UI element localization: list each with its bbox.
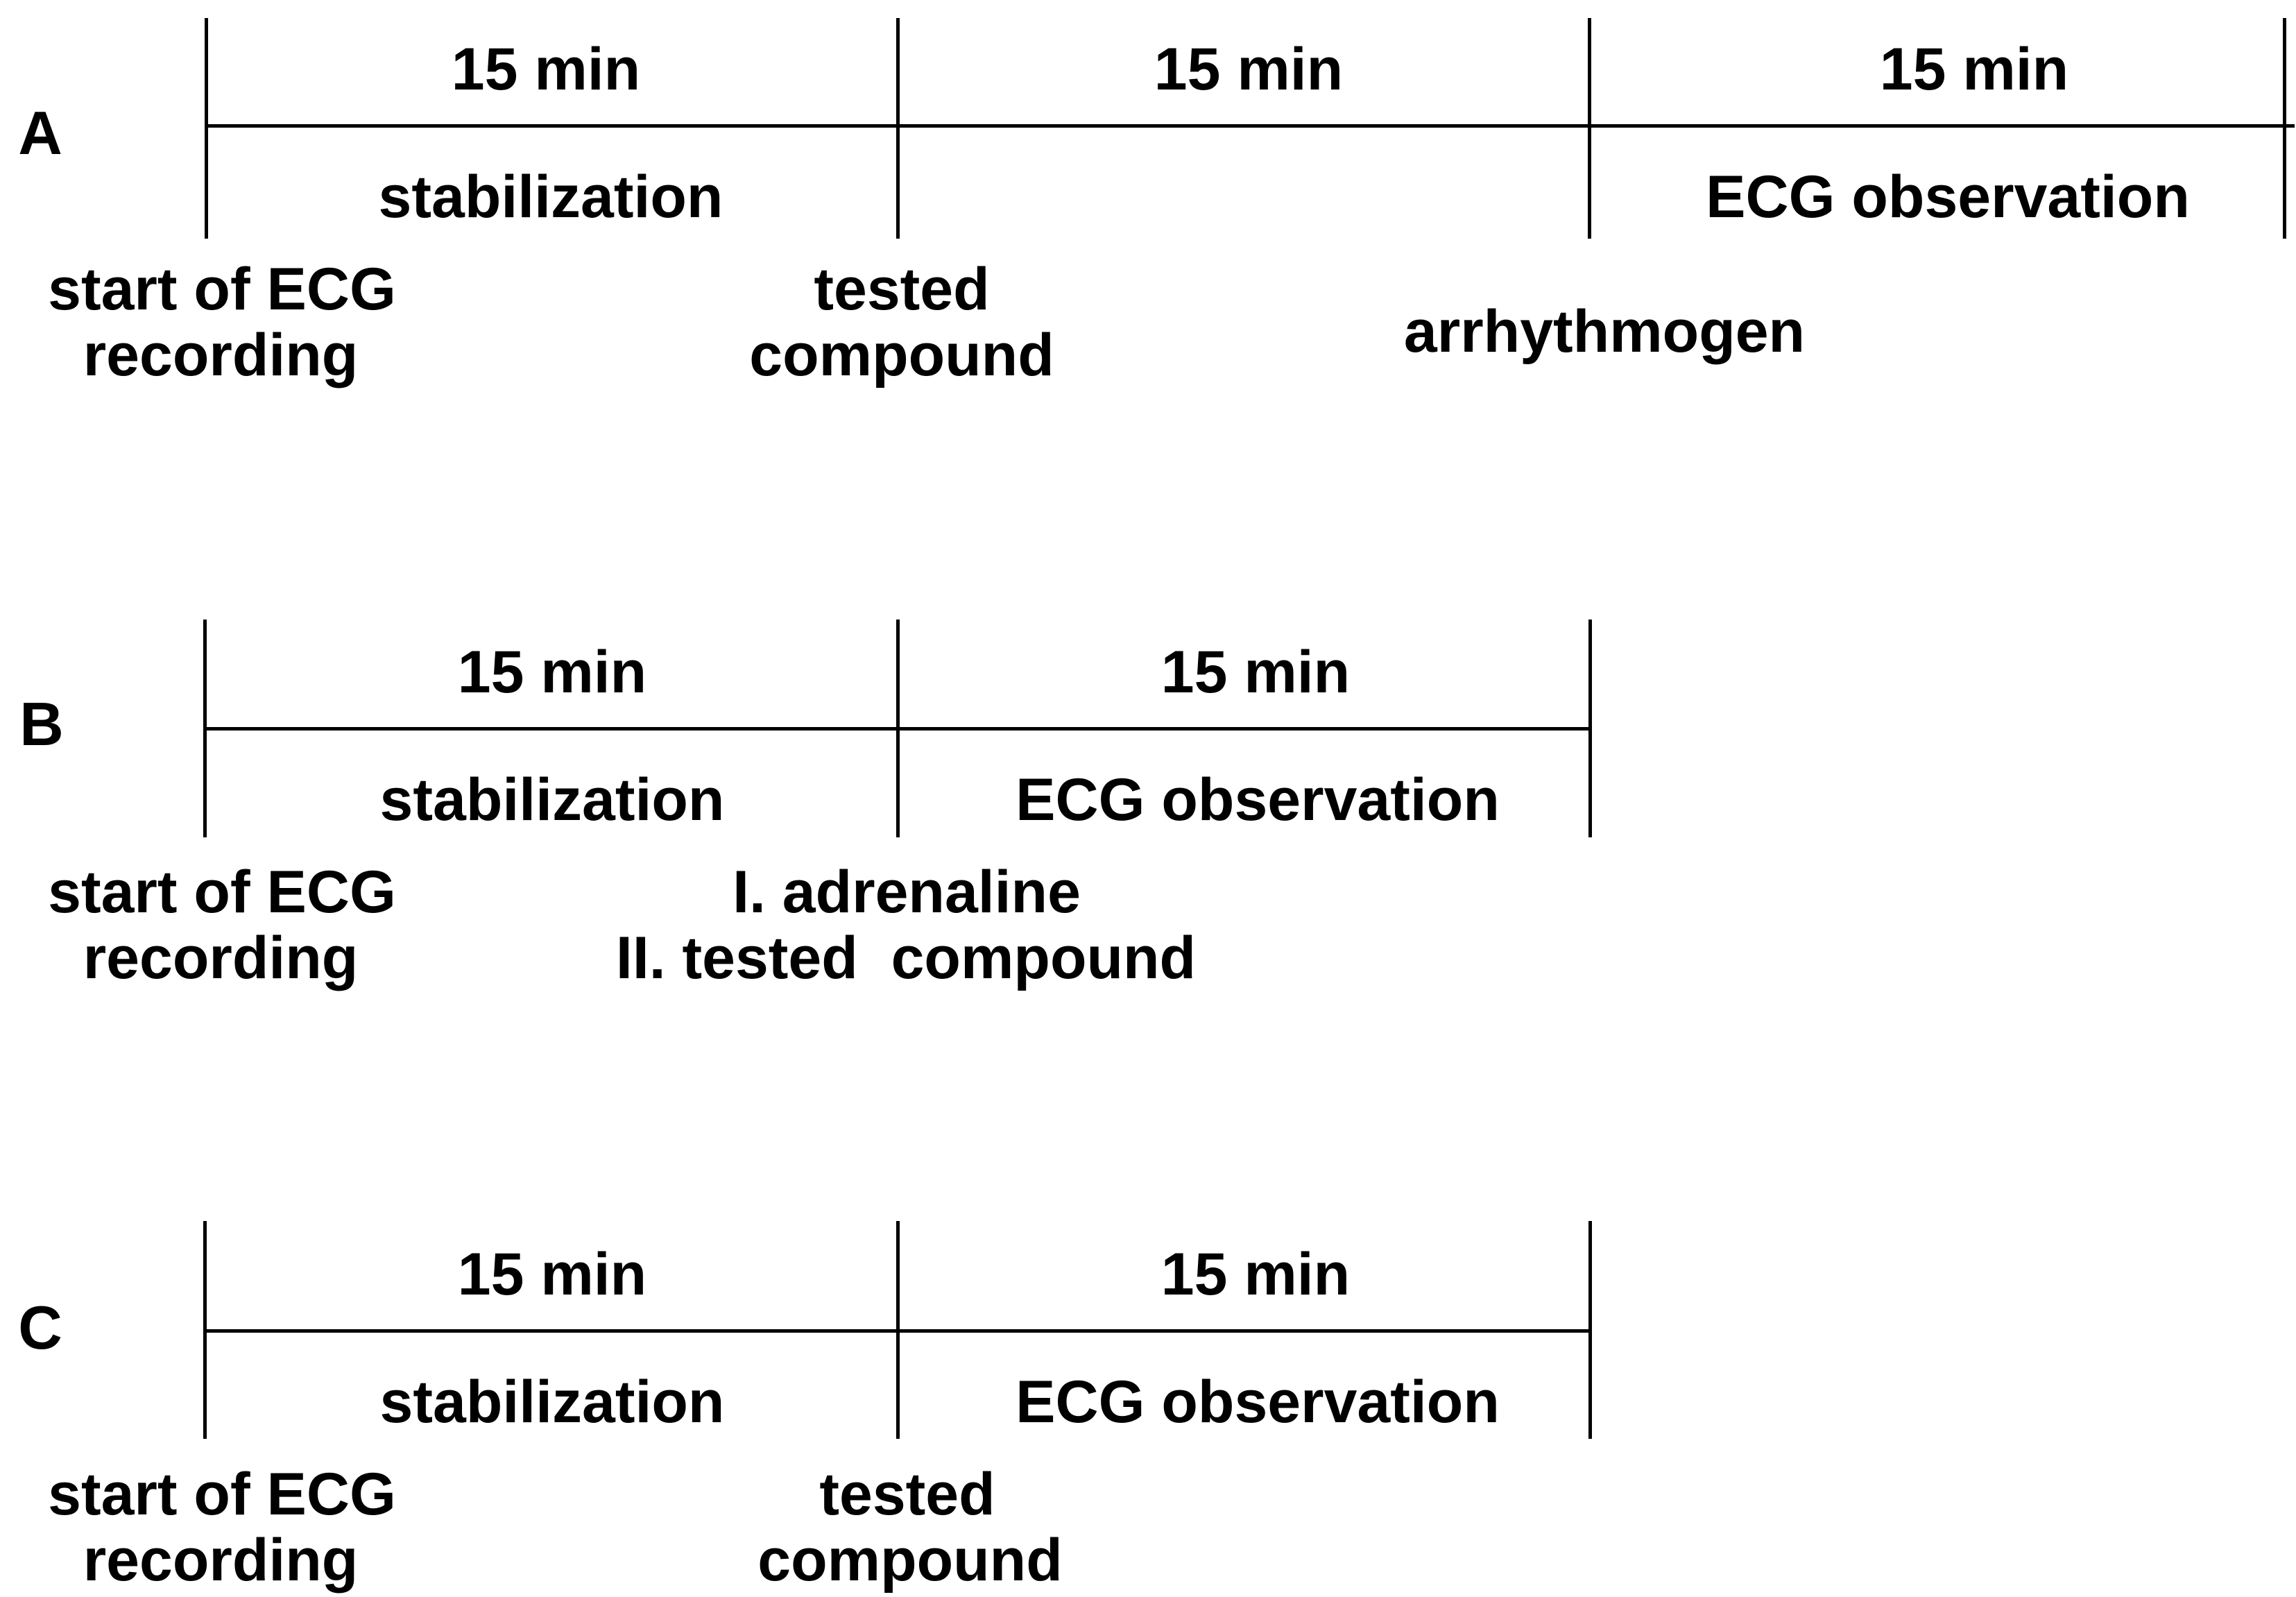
timeline-a-event-label: recording (83, 322, 359, 388)
timeline-a-event-label: tested (814, 256, 990, 323)
timeline-a-axis-line (205, 123, 2295, 128)
timeline-c-phase-label: stabilization (379, 1369, 725, 1435)
timeline-c-phase-label: ECG observation (1016, 1369, 1500, 1435)
panel-label-a: A (18, 99, 62, 167)
timeline-a-event-label: compound (749, 322, 1054, 388)
timeline-a-phase-label: ECG observation (1706, 164, 2190, 230)
timeline-c-event-label: recording (83, 1527, 359, 1594)
timeline-b-duration-label: 15 min (1160, 639, 1351, 706)
timeline-a-tick-0 (204, 18, 208, 239)
timeline-b-tick-2 (1588, 620, 1592, 837)
timeline-a-event-label: arrhythmogen (1403, 298, 1806, 365)
timeline-b-phase-label: ECG observation (1016, 767, 1500, 833)
timeline-c-duration-label: 15 min (1160, 1241, 1351, 1308)
timeline-c-tick-0 (203, 1221, 207, 1439)
timeline-a-tick-1 (896, 18, 900, 239)
timeline-c-duration-label: 15 min (457, 1241, 647, 1308)
timeline-a-duration-label: 15 min (451, 36, 641, 103)
timeline-c-event-label: tested (819, 1461, 995, 1528)
timeline-a-phase-label: stabilization (378, 164, 723, 230)
timeline-b-event-label: II. tested compound (615, 925, 1197, 991)
timeline-a-tick-2 (1587, 18, 1591, 239)
panel-label-c: C (18, 1293, 62, 1362)
timeline-a-duration-label: 15 min (1154, 36, 1344, 103)
timeline-c-event-label: compound (757, 1527, 1063, 1594)
timeline-c-tick-2 (1588, 1221, 1592, 1439)
timeline-a-tick-3 (2282, 18, 2286, 239)
timeline-b-event-label: I. adrenaline (733, 859, 1081, 925)
panel-label-b: B (19, 690, 64, 758)
timeline-c-tick-1 (896, 1221, 900, 1439)
timeline-b-tick-0 (203, 620, 207, 837)
timeline-a-event-label: start of ECG (48, 256, 396, 323)
timeline-c-event-label: start of ECG (48, 1461, 396, 1528)
timeline-b-duration-label: 15 min (457, 639, 647, 706)
timeline-b-phase-label: stabilization (379, 767, 725, 833)
timeline-b-event-label: recording (83, 925, 359, 991)
timeline-a-duration-label: 15 min (1879, 36, 2069, 103)
timeline-b-tick-1 (896, 620, 900, 837)
timeline-b-event-label: start of ECG (48, 859, 396, 925)
